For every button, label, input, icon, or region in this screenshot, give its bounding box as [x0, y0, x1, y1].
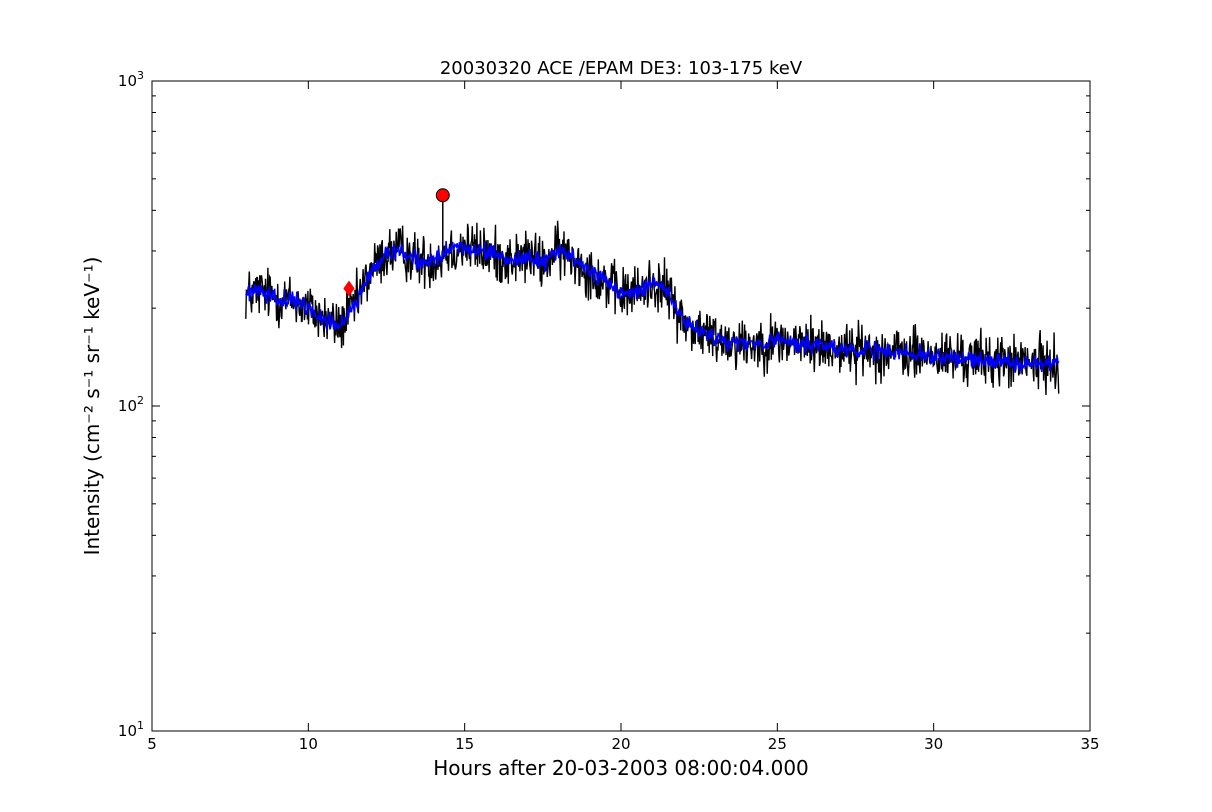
y-tick-label: 102 [118, 394, 144, 415]
x-tick-label: 30 [924, 735, 943, 753]
axes-frame [151, 80, 1091, 732]
x-tick-label: 15 [455, 735, 474, 753]
y-tick-label: 101 [118, 719, 144, 740]
series-line-raw [245, 220, 1060, 396]
marker-layer [343, 188, 450, 297]
series-line-smoothed [245, 240, 1060, 374]
x-tick-label: 25 [768, 735, 787, 753]
y-axis-label: Intensity (cm⁻² s⁻¹ sr⁻¹ keV⁻¹) [80, 257, 104, 556]
series-layer [245, 220, 1060, 396]
axes-background [152, 81, 1090, 731]
x-axis-label: Hours after 20-03-2003 08:00:04.000 [433, 756, 809, 780]
marker-diamond [343, 280, 355, 297]
x-tick-label: 35 [1080, 735, 1099, 753]
x-tick-label: 20 [611, 735, 630, 753]
x-tick-label: 5 [147, 735, 157, 753]
y-tick-label: 103 [118, 69, 144, 90]
x-tick-label: 10 [299, 735, 318, 753]
chart-title: 20030320 ACE /EPAM DE3: 103-175 keV [440, 58, 803, 79]
marker-circle [435, 188, 450, 203]
